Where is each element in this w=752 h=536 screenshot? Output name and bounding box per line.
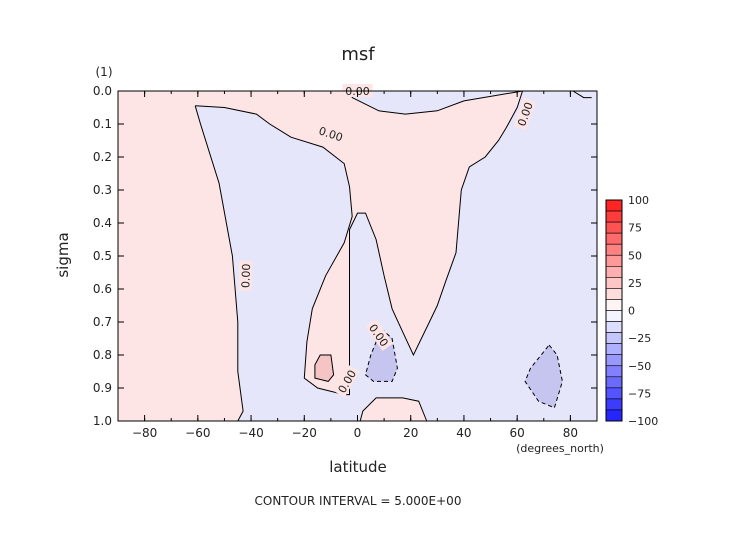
y-tick-label: 0.7 xyxy=(93,315,112,329)
colorbar-band xyxy=(605,210,623,223)
y-tick-label: 0.3 xyxy=(93,183,112,197)
x-axis-label: latitude xyxy=(329,458,387,476)
colorbar-band xyxy=(605,398,623,411)
colorbar-band xyxy=(605,254,623,267)
colorbar-band xyxy=(605,354,623,367)
y-tick-label: 1.0 xyxy=(93,414,112,428)
colorbar-tick-label: 25 xyxy=(628,277,642,290)
zero-contour-line xyxy=(195,90,523,396)
colorbar-band xyxy=(605,288,623,300)
contour-label-bg xyxy=(314,122,348,145)
colorbar-band xyxy=(605,299,623,311)
x-tick-label: −20 xyxy=(292,426,317,440)
colorbar-tick-label: −100 xyxy=(628,415,658,428)
x-tick-label: −80 xyxy=(132,426,157,440)
colorbar-band xyxy=(605,409,623,422)
y-tick-label: 0.9 xyxy=(93,381,112,395)
contour-line-negative xyxy=(524,344,563,409)
contour-line-positive xyxy=(314,354,335,382)
contour-region-positive xyxy=(360,397,427,421)
colorbar-tick-label: 50 xyxy=(628,249,642,262)
colorbar-tick-label: 0 xyxy=(628,305,635,318)
colorbar-band xyxy=(605,232,623,245)
contour-label: 0.00 xyxy=(238,260,253,292)
colorbar-band xyxy=(605,387,623,400)
zero-contour-line xyxy=(359,397,428,422)
zero-contour-line xyxy=(351,90,523,115)
y-tick-label: 0.8 xyxy=(93,348,112,362)
contour-region-negative xyxy=(352,91,523,115)
colorbar-band xyxy=(605,310,623,322)
colorbar-tick-label: −50 xyxy=(628,360,651,373)
x-units-label: (degrees_north) xyxy=(516,442,604,455)
colorbar-band xyxy=(605,199,623,212)
colorbar-band xyxy=(605,221,623,234)
zero-contour-line xyxy=(194,105,244,422)
x-tick-label: 0 xyxy=(354,426,362,440)
colorbar-tick-label: 100 xyxy=(628,194,649,207)
contour-region-positive xyxy=(118,91,244,421)
x-tick-label: −60 xyxy=(185,426,210,440)
zero-contour-line xyxy=(572,90,592,99)
y-tick-label: 0.2 xyxy=(93,150,112,164)
y-tick-label: 0.4 xyxy=(93,216,112,230)
colorbar-band xyxy=(605,321,623,333)
contour-label-bg xyxy=(365,318,394,351)
y-tick-label: 0.1 xyxy=(93,117,112,131)
y-tick-label: 0.6 xyxy=(93,282,112,296)
x-tick-label: 60 xyxy=(510,426,525,440)
y-axis-label: sigma xyxy=(54,232,72,277)
x-tick-label: −40 xyxy=(238,426,263,440)
colorbar-tick-label: −25 xyxy=(628,332,651,345)
y-tick-label: 0.5 xyxy=(93,249,112,263)
colorbar-band xyxy=(605,376,623,389)
contour-label-bg xyxy=(513,97,536,131)
colorbar-band xyxy=(605,343,623,355)
x-tick-label: 20 xyxy=(403,426,418,440)
y-units-label: (1) xyxy=(96,65,113,79)
colorbar-band xyxy=(605,332,623,344)
colorbar-tick-label: −75 xyxy=(628,387,651,400)
contour-interval-footer: CONTOUR INTERVAL = 5.000E+00 xyxy=(255,494,462,508)
contour-label-bg xyxy=(238,260,253,292)
contour-label-bg xyxy=(333,364,360,398)
chart-title: msf xyxy=(341,44,375,65)
colorbar-band xyxy=(605,365,623,378)
x-tick-label: 40 xyxy=(456,426,471,440)
x-tick-label: 80 xyxy=(563,426,578,440)
colorbar-frame xyxy=(605,199,623,422)
contour-label-text: 0.00 xyxy=(239,263,253,288)
contour-region-positive xyxy=(118,91,523,395)
y-tick-label: 0.0 xyxy=(93,84,112,98)
colorbar-band xyxy=(605,277,623,289)
colorbar-band xyxy=(605,243,623,256)
colorbar-band xyxy=(605,265,623,278)
colorbar-tick-label: 75 xyxy=(628,222,642,235)
contour-region-negative xyxy=(195,91,592,421)
